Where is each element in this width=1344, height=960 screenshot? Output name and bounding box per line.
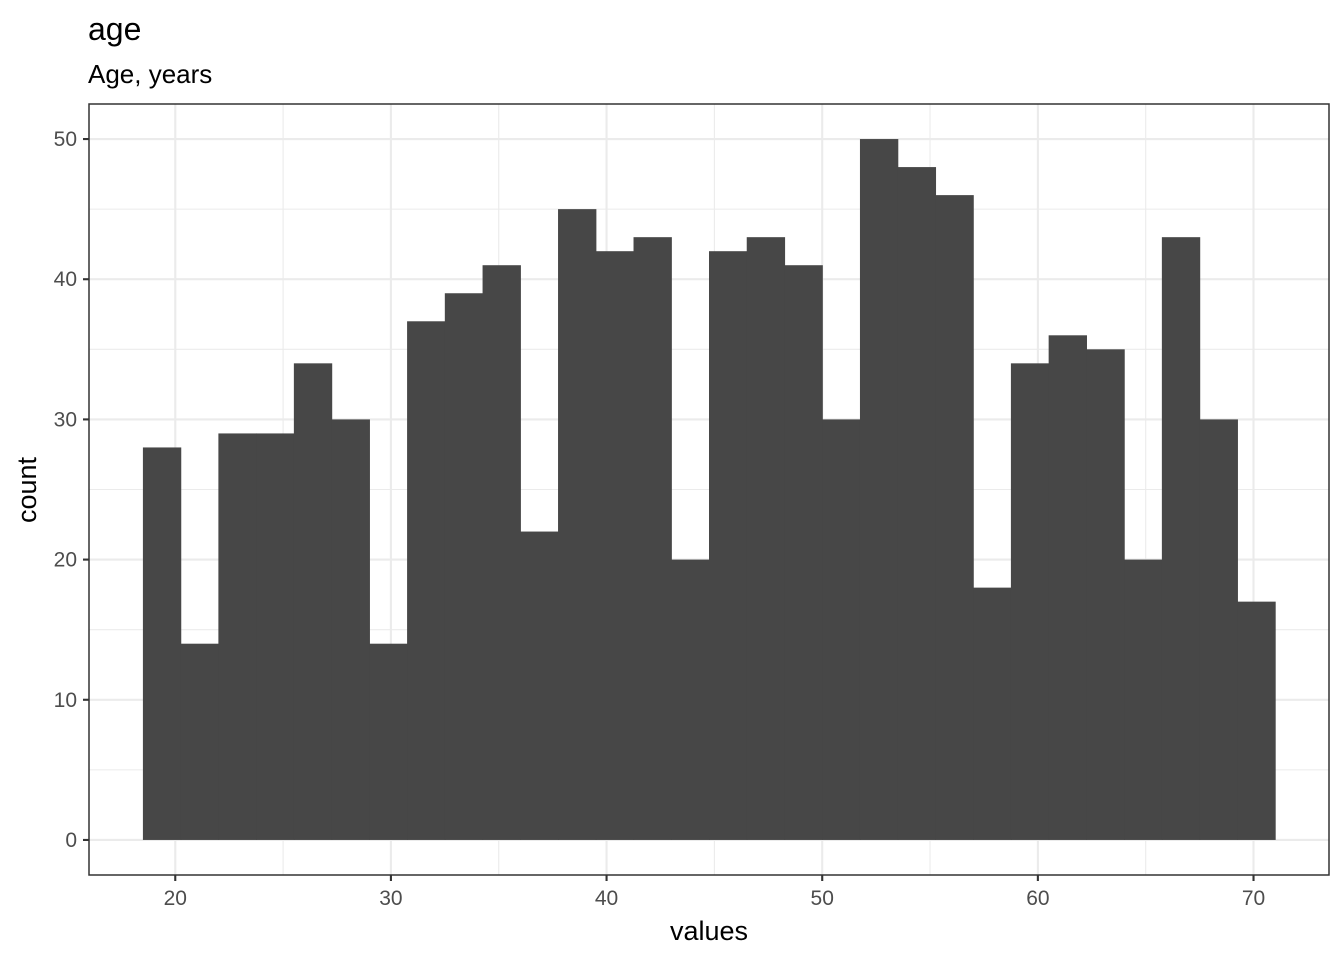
histogram-bar	[1086, 349, 1125, 840]
y-axis-title: count	[12, 456, 42, 523]
histogram-bars	[142, 139, 1276, 840]
panel-border	[88, 103, 1330, 876]
histogram-bar	[973, 587, 1012, 840]
histogram-bar	[180, 643, 219, 840]
histogram-bar	[407, 321, 446, 840]
histogram-bar	[331, 419, 370, 840]
y-tick-label: 40	[54, 268, 77, 291]
histogram-bar	[746, 237, 786, 840]
x-tick-label: 50	[811, 887, 834, 910]
histogram-bar	[935, 195, 974, 840]
histogram-bar	[1048, 335, 1087, 840]
histogram-bar	[1124, 559, 1163, 840]
x-axis: 20 30 40 50 60 70	[164, 875, 1265, 910]
histogram-bar	[595, 251, 635, 840]
y-tick-label: 20	[54, 549, 77, 572]
histogram-bar	[369, 643, 408, 840]
histogram-bar	[256, 433, 295, 840]
x-axis-title: values	[670, 916, 748, 946]
histogram-bar	[293, 363, 333, 840]
histogram-bar	[633, 237, 672, 840]
y-tick-label: 0	[65, 829, 77, 852]
x-tick-label: 40	[595, 887, 618, 910]
chart-subtitle: Age, years	[88, 59, 212, 89]
histogram-bar	[671, 559, 710, 840]
histogram-bar	[859, 139, 899, 840]
histogram-bar	[822, 419, 861, 840]
histogram-bar	[784, 265, 823, 840]
histogram-bar	[1199, 419, 1238, 840]
plot-panel	[88, 103, 1330, 876]
histogram-bar	[444, 293, 484, 840]
histogram-bar	[142, 447, 182, 840]
histogram-bar	[218, 433, 257, 840]
histogram-bar	[1010, 363, 1050, 840]
y-tick-label: 30	[54, 408, 77, 431]
x-tick-label: 60	[1026, 887, 1049, 910]
chart-title: age	[88, 11, 141, 47]
histogram-bar	[1161, 237, 1201, 840]
y-axis: 0 10 20 30 40 50	[54, 128, 89, 852]
x-tick-label: 70	[1242, 887, 1265, 910]
histogram-bar	[558, 209, 597, 840]
histogram-bar	[709, 251, 748, 840]
y-tick-label: 10	[54, 689, 77, 712]
x-tick-label: 20	[164, 887, 187, 910]
y-tick-label: 50	[54, 128, 77, 151]
histogram-bar	[482, 265, 521, 840]
histogram-bar	[520, 531, 559, 840]
histogram-bar	[1237, 601, 1276, 840]
histogram-bar	[897, 167, 937, 840]
x-tick-label: 30	[379, 887, 402, 910]
